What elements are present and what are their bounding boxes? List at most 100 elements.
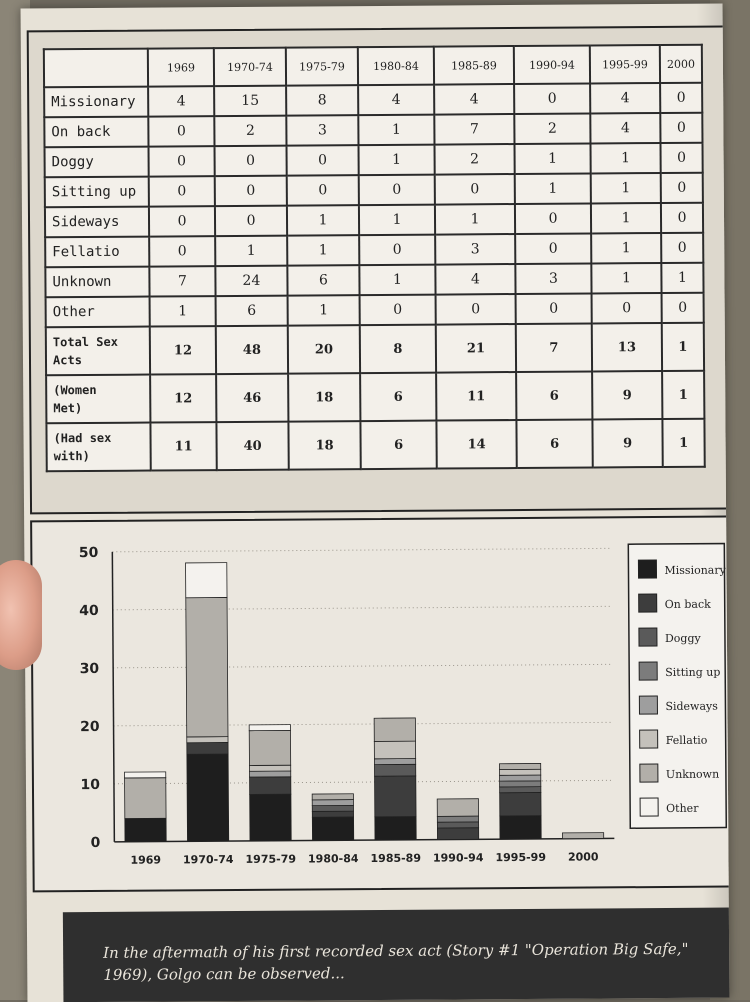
row-label: Other <box>45 296 150 328</box>
gridline <box>113 663 614 669</box>
table-cell: 4 <box>590 82 661 114</box>
legend-swatch <box>639 797 659 817</box>
table-cell: 1 <box>514 173 591 205</box>
totals-label-line: Acts <box>52 353 82 368</box>
bar-segment <box>499 780 542 788</box>
x-tick-label: 2000 <box>568 850 599 863</box>
x-tick-label: 1970-74 <box>183 853 234 866</box>
table-cell: 0 <box>148 116 215 147</box>
bar-segment <box>249 770 292 778</box>
column-header: 1970-74 <box>213 47 287 87</box>
table-cell: 1 <box>287 235 360 266</box>
totals-cell: 40 <box>216 421 289 471</box>
y-tick-label: 30 <box>80 661 100 677</box>
legend-swatch <box>638 593 658 613</box>
table-cell: 7 <box>149 266 216 297</box>
table-cell: 0 <box>515 293 592 325</box>
table-cell: 6 <box>287 265 360 296</box>
totals-cell: 18 <box>288 373 361 422</box>
totals-label-line: with) <box>53 448 90 464</box>
table-cell: 1 <box>590 142 661 174</box>
row-label: Doggy <box>44 146 149 178</box>
table-cell: 0 <box>435 294 516 325</box>
totals-cell: 6 <box>516 419 593 469</box>
table-cell: 0 <box>149 236 216 267</box>
table-cell: 1 <box>149 296 216 327</box>
chart-frame: 50 40 30 20 10 0 1969 1970-74 1975-79 1980-84 1985… <box>30 515 730 893</box>
totals-cell: 7 <box>515 323 593 373</box>
table-row: Sideways 0 0 1 1 1 0 1 0 <box>44 202 704 238</box>
table-header-row: 1969 1970-74 1975-79 1980-84 1985-89 199… <box>43 44 703 88</box>
table-cell: 15 <box>214 85 287 117</box>
legend-swatch <box>638 695 658 715</box>
table-cell: 0 <box>591 292 662 324</box>
totals-cell: 14 <box>436 420 517 469</box>
bar-segment <box>499 786 542 794</box>
bar-segment <box>248 729 292 766</box>
totals-label-line: Total Sex <box>52 334 118 350</box>
totals-label: (Had sex with) <box>46 422 151 472</box>
table-cell: 0 <box>358 174 435 206</box>
totals-cell: 48 <box>215 325 289 375</box>
table-cell: 1 <box>358 204 436 236</box>
table-cell: 1 <box>590 202 662 234</box>
stacked-bar-chart: 50 40 30 20 10 0 1969 1970-74 1975-79 1980-84 1985… <box>79 542 728 867</box>
column-header: 2000 <box>659 44 703 83</box>
data-table: 1969 1970-74 1975-79 1980-84 1985-89 199… <box>42 43 706 473</box>
bar-segment <box>373 717 416 742</box>
table-corner-cell <box>43 48 149 88</box>
bar-segment <box>499 763 542 770</box>
legend-label: Fellatio <box>666 734 708 747</box>
thumb <box>0 560 42 670</box>
column-header: 1995-99 <box>589 45 661 84</box>
y-axis <box>111 551 116 842</box>
bar-segment <box>124 777 167 819</box>
table-cell: 4 <box>435 264 516 295</box>
bar-segment <box>185 597 229 738</box>
table-cell: 0 <box>660 82 703 113</box>
table-cell: 0 <box>148 206 216 237</box>
bar-segment <box>185 562 228 599</box>
bar-segment <box>436 827 480 840</box>
table-row: Missionary 4 15 8 4 4 0 4 0 <box>44 82 703 118</box>
legend-swatch <box>639 763 659 783</box>
x-tick-label: 1995-99 <box>495 851 546 864</box>
table-row: Unknown 7 24 6 1 4 3 1 1 <box>45 262 704 298</box>
totals-cell: 12 <box>149 326 217 375</box>
totals-label: Total Sex Acts <box>45 326 151 376</box>
bar-segment <box>186 742 229 755</box>
legend-label: Unknown <box>666 768 719 781</box>
table-cell: 3 <box>286 115 359 146</box>
totals-row: (Had sex with) 11 40 18 6 14 6 9 1 <box>46 418 705 472</box>
table-cell: 4 <box>434 84 515 115</box>
table-cell: 0 <box>660 172 703 203</box>
totals-cell: 21 <box>435 324 517 373</box>
legend-swatch <box>638 627 658 647</box>
bar-segment <box>499 792 542 817</box>
table-cell: 0 <box>660 112 703 143</box>
y-tick-label: 10 <box>80 777 100 793</box>
table-cell: 0 <box>660 202 704 233</box>
bar-segment <box>374 758 417 766</box>
table-cell: 1 <box>590 172 661 204</box>
table-cell: 2 <box>434 144 515 175</box>
y-tick-label: 50 <box>79 545 99 561</box>
table-cell: 0 <box>148 146 215 177</box>
legend-label: Doggy <box>665 632 702 645</box>
bar-segment <box>499 815 542 840</box>
totals-cell: 1 <box>662 370 705 419</box>
table-cell: 3 <box>435 234 516 265</box>
table-cell: 1 <box>434 204 516 235</box>
table-cell: 4 <box>590 112 661 144</box>
column-header: 1985-89 <box>433 46 515 85</box>
legend-label: On back <box>665 598 711 611</box>
bar-segment <box>562 832 605 840</box>
table-cell: 0 <box>661 232 704 263</box>
x-tick-label: 1985-89 <box>370 852 421 865</box>
table-cell: 0 <box>661 292 704 323</box>
table-cell: 0 <box>214 145 287 177</box>
row-label: Fellatio <box>45 236 150 268</box>
caption-box: In the aftermath of his first recorded s… <box>62 907 730 1002</box>
totals-cell: 8 <box>359 324 437 374</box>
row-label: Sideways <box>44 206 150 238</box>
